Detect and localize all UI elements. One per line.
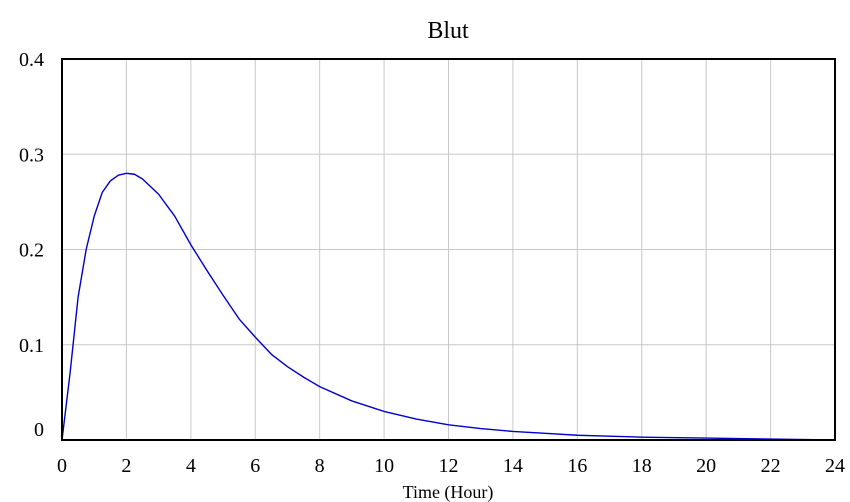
grid-lines <box>62 59 835 440</box>
x-tick-label: 18 <box>632 455 652 477</box>
x-tick-label: 24 <box>825 455 845 477</box>
x-axis-ticks: 0 2 4 6 8 10 12 14 16 18 20 22 24 <box>57 455 845 477</box>
series-layer <box>61 172 836 441</box>
y-tick-label: 0 <box>34 419 44 441</box>
x-tick-label: 16 <box>567 455 587 477</box>
x-tick-label: 10 <box>374 455 394 477</box>
series-line <box>61 172 836 441</box>
x-tick-label: 14 <box>503 455 523 477</box>
x-tick-label: 22 <box>761 455 781 477</box>
x-tick-label: 4 <box>186 455 196 477</box>
x-tick-label: 6 <box>250 455 260 477</box>
y-axis-ticks: 0 0.1 0.2 0.3 0.4 <box>19 49 44 441</box>
y-tick-label: 0.3 <box>19 144 44 166</box>
x-axis-label: Time (Hour) <box>403 482 494 502</box>
y-tick-label: 0.4 <box>19 49 44 71</box>
x-tick-label: 8 <box>315 455 325 477</box>
x-tick-label: 12 <box>439 455 459 477</box>
chart-title: Blut <box>427 18 469 44</box>
x-tick-label: 2 <box>121 455 131 477</box>
y-tick-label: 0.2 <box>19 240 44 262</box>
x-tick-label: 0 <box>57 455 67 477</box>
plot-frame <box>61 58 836 441</box>
x-tick-label: 20 <box>696 455 716 477</box>
y-tick-label: 0.1 <box>19 335 44 357</box>
